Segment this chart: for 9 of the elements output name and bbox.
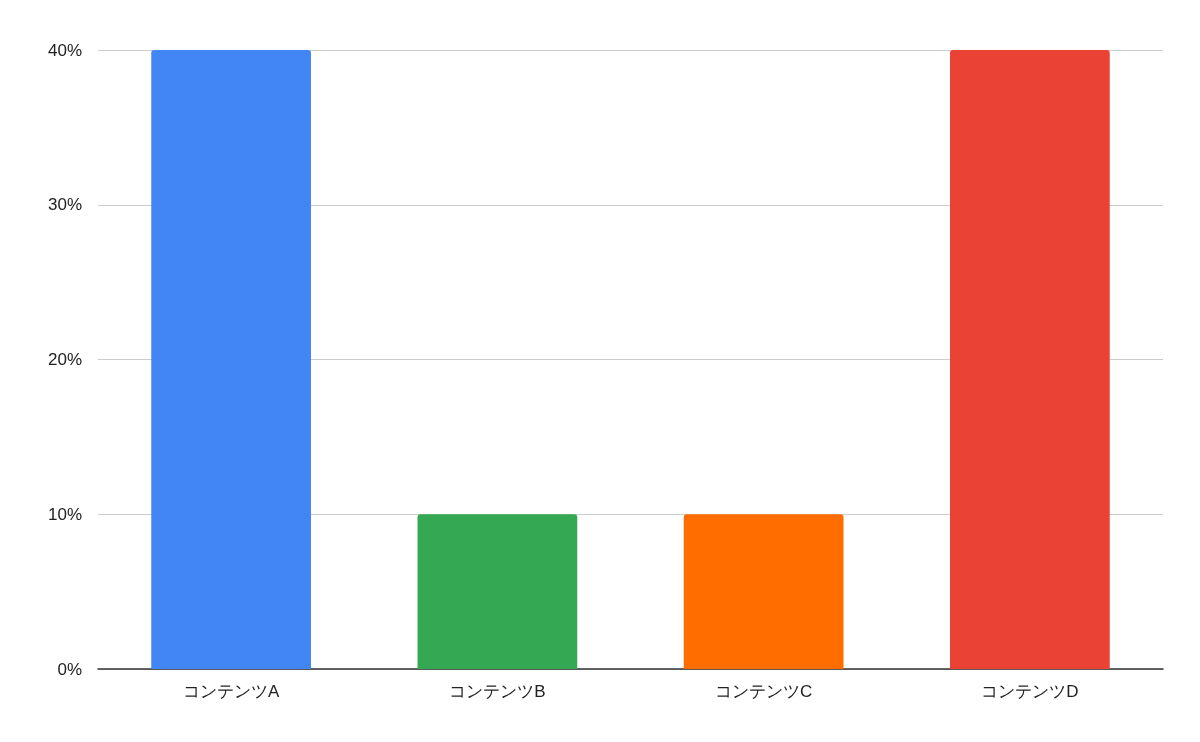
- x-tick-label: コンテンツD: [981, 682, 1079, 701]
- y-tick-label: 30%: [47, 195, 82, 215]
- y-tick-label: 0%: [57, 659, 82, 679]
- x-tick-label: コンテンツB: [449, 682, 546, 701]
- x-tick-label: コンテンツC: [714, 682, 813, 701]
- x-tick-label: コンテンツA: [182, 682, 280, 701]
- y-tick-label: 40%: [47, 40, 82, 60]
- y-tick-label: 20%: [47, 350, 82, 369]
- y-tick-label: 10%: [47, 504, 82, 524]
